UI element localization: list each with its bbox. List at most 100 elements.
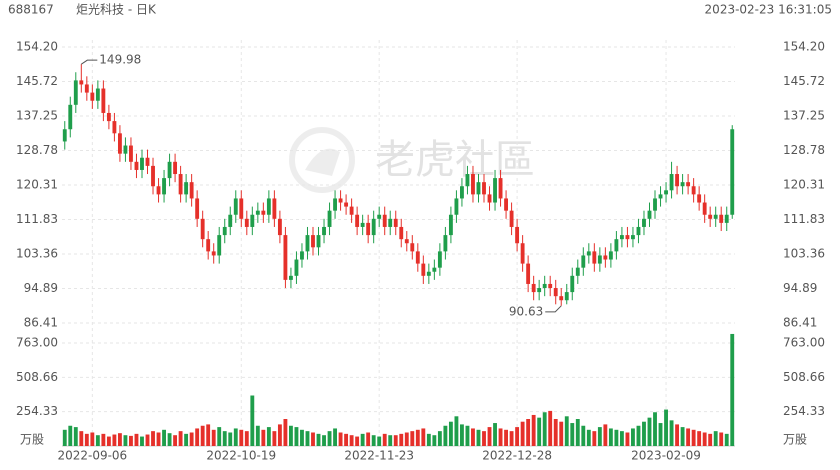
volume-bar	[498, 428, 503, 446]
volume-bar	[653, 412, 657, 446]
candle-body	[316, 235, 321, 248]
candle-body	[592, 251, 597, 264]
volume-bar	[283, 419, 288, 446]
volume-bar	[542, 412, 547, 446]
volume-bar	[73, 427, 78, 446]
candle-body	[619, 235, 624, 240]
candle-body	[338, 198, 343, 203]
candle-body	[404, 239, 409, 244]
volume-bar	[537, 417, 542, 446]
volume-bar	[222, 431, 227, 446]
candle-body	[228, 214, 233, 227]
volume-bar	[68, 425, 73, 446]
volume-bar	[493, 423, 497, 446]
candle-body	[366, 222, 371, 236]
volume-bar	[415, 429, 420, 446]
candle-body	[498, 178, 503, 199]
candle-body	[443, 235, 448, 252]
candle-body	[647, 210, 652, 219]
volume-bar	[675, 424, 680, 446]
volume-bar	[575, 419, 580, 446]
volume-bar	[316, 433, 321, 446]
volume-bar	[664, 409, 668, 446]
candle-body	[255, 210, 260, 215]
candle-body	[173, 161, 178, 175]
volume-bar	[288, 425, 293, 446]
volume-bar	[526, 419, 531, 446]
volume-bar	[564, 416, 569, 446]
symbol: 688167	[8, 3, 54, 17]
volume-bar	[106, 436, 111, 446]
y-tick-label: 86.41	[783, 316, 817, 330]
candle-body	[261, 210, 266, 215]
volume-bar	[631, 428, 635, 446]
volume-bar	[200, 425, 205, 446]
volume-bar	[614, 429, 619, 446]
timestamp: 2023-02-23 16:31:05	[705, 3, 832, 17]
y2-tick-label: 508.66	[16, 370, 58, 384]
volume-bar	[255, 425, 260, 446]
volume-bar	[366, 432, 371, 446]
candle-body	[283, 235, 288, 280]
candle-body	[211, 251, 216, 256]
y2-tick-label: 254.33	[783, 404, 825, 418]
candle-body	[460, 186, 464, 199]
candle-body	[669, 174, 674, 191]
candle-body	[311, 235, 315, 248]
volume-bar	[432, 435, 437, 446]
volume-bar	[669, 420, 674, 446]
volume-bar	[294, 427, 299, 446]
candle-body	[195, 198, 200, 219]
y2-tick-label: 254.33	[16, 404, 58, 418]
candle-body	[62, 129, 67, 142]
volume-bar	[90, 432, 95, 446]
y-tick-label: 137.25	[783, 109, 825, 123]
y-tick-label: 94.89	[783, 281, 817, 295]
candle-body	[371, 218, 376, 236]
volume-bar	[730, 333, 735, 446]
candle-body	[322, 226, 326, 236]
candle-body	[675, 174, 680, 187]
candle-body	[206, 239, 211, 252]
volume-bar	[509, 431, 514, 446]
y-tick-label: 128.78	[16, 143, 58, 157]
volume-bar	[140, 436, 144, 446]
volume-bar	[393, 435, 398, 446]
volume-bar	[123, 435, 128, 446]
volume-bar	[581, 425, 586, 446]
candle-body	[713, 214, 718, 219]
logo-mark	[305, 148, 340, 176]
candle-body	[388, 218, 393, 227]
candle-body	[432, 267, 437, 272]
y-tick-label: 120.31	[783, 177, 825, 191]
candle-body	[719, 214, 724, 223]
volume-bar	[344, 433, 349, 446]
volume-bar	[311, 432, 315, 446]
watermark: 老虎社區	[375, 137, 535, 183]
volume-bar	[448, 421, 453, 446]
volume-bar	[300, 429, 304, 446]
volume-bar	[636, 425, 641, 446]
volume-bar	[261, 429, 266, 446]
candle-body	[559, 296, 564, 301]
volume-bar	[327, 431, 332, 446]
candle-body	[564, 292, 569, 301]
candle-body	[437, 251, 442, 268]
candle-body	[305, 235, 310, 252]
volume-bar	[553, 419, 558, 446]
candle-body	[162, 178, 166, 195]
volume-bar	[377, 436, 382, 446]
candle-body	[217, 235, 222, 256]
candle-body	[410, 243, 415, 252]
candle-body	[393, 218, 398, 227]
volume-bar	[228, 432, 233, 446]
candle-body	[724, 214, 729, 223]
volume-bar	[548, 410, 553, 446]
volume-bar	[697, 431, 702, 446]
volume-bar	[250, 395, 255, 446]
y-tick-label: 111.83	[16, 212, 58, 226]
y-tick-label: 86.41	[24, 316, 58, 330]
candle-body	[504, 198, 509, 211]
candle-body	[140, 157, 144, 170]
volume-bar	[399, 433, 404, 446]
